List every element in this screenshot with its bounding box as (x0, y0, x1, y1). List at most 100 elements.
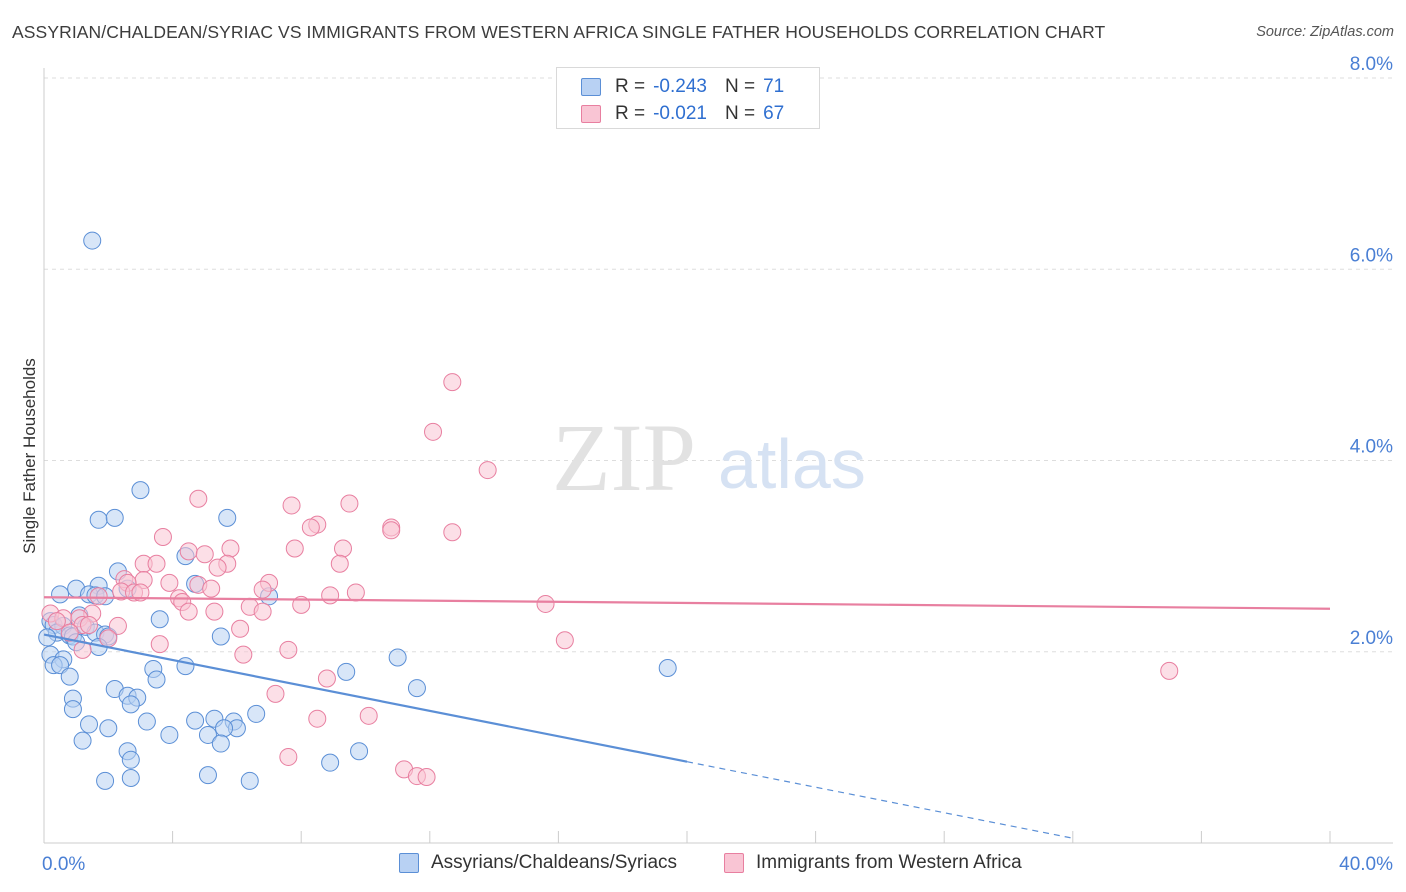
western-africa-point (346, 583, 365, 602)
assyrians-point (350, 742, 369, 761)
assyrians-point (63, 700, 82, 719)
x-tick-label-min: 0.0% (42, 854, 85, 875)
assyrians-point (96, 771, 115, 790)
western-africa-point (150, 635, 169, 654)
assyrians-point (407, 679, 426, 698)
western-africa-point (478, 461, 497, 480)
x-ticks (43, 831, 1331, 843)
assyrians-point (198, 725, 217, 744)
y-tick-label: 6.0% (1350, 245, 1393, 266)
assyrians-point (121, 750, 140, 769)
assyrians-point (176, 657, 195, 676)
legend-swatch-pink (724, 853, 744, 873)
western-africa-point (536, 594, 555, 613)
x-tick-label-max: 40.0% (1339, 854, 1393, 875)
legend-n-value: 67 (763, 103, 785, 124)
assyrians-point (83, 231, 102, 250)
legend-r-label: R = (615, 103, 646, 124)
legend-swatch-blue (581, 78, 601, 96)
assyrians-point (51, 656, 70, 675)
axes (43, 68, 1393, 844)
chart-source: Source: ZipAtlas.com (1256, 24, 1394, 40)
western-africa-point (382, 521, 401, 540)
western-africa-point (160, 573, 179, 592)
assyrians-point (198, 766, 217, 785)
western-africa-point (266, 684, 285, 703)
assyrians-point (147, 670, 166, 689)
assyrians-point (211, 627, 230, 646)
series-western-africa-points (41, 373, 1179, 787)
chart-title: ASSYRIAN/CHALDEAN/SYRIAC VS IMMIGRANTS F… (12, 22, 1106, 42)
western-africa-point (195, 545, 214, 564)
legend-item-western-africa[interactable]: Immigrants from Western Africa (724, 852, 1022, 874)
western-africa-point (279, 747, 298, 766)
y-tick-label: 4.0% (1350, 437, 1393, 458)
western-africa-point (131, 583, 150, 602)
western-africa-point (205, 602, 224, 621)
legend-item-assyrians[interactable]: Assyrians/Chaldeans/Syriacs (399, 852, 677, 874)
western-africa-point (555, 631, 574, 650)
legend-row-assyrians: R = -0.243 N = 71 (581, 75, 784, 99)
assyrians-point (337, 662, 356, 681)
western-africa-point (147, 554, 166, 573)
legend-swatch-blue (399, 853, 419, 873)
legend-n-value: 71 (763, 76, 785, 97)
assyrians-point (51, 585, 70, 604)
assyrians-trend-line (43, 633, 688, 763)
western-africa-point (359, 706, 378, 725)
western-africa-point (308, 709, 327, 728)
western-africa-point (1160, 661, 1179, 680)
western-africa-point (417, 768, 436, 787)
western-africa-point (285, 539, 304, 558)
assyrians-point (89, 510, 108, 529)
western-africa-point (89, 587, 108, 606)
western-africa-point (424, 422, 443, 441)
western-africa-point (317, 669, 336, 688)
series-legend: Assyrians/Chaldeans/Syriacs Immigrants f… (0, 852, 1406, 876)
legend-r-value: -0.243 (653, 76, 707, 97)
assyrians-point (388, 648, 407, 667)
western-africa-point (321, 586, 340, 605)
assyrians-point (121, 768, 140, 787)
legend-n-label: N = (724, 103, 756, 124)
assyrians-point (73, 731, 92, 750)
assyrians-point (131, 481, 150, 500)
assyrians-point (105, 508, 124, 527)
western-africa-point (301, 518, 320, 537)
western-africa-point (208, 558, 227, 577)
western-africa-point (330, 554, 349, 573)
western-africa-point (179, 602, 198, 621)
western-africa-point (60, 623, 79, 642)
assyrians-point (211, 734, 230, 753)
western-africa-point (234, 645, 253, 664)
assyrians-point (150, 610, 169, 629)
trend-lines (43, 596, 1331, 839)
assyrians-point (218, 508, 237, 527)
assyrians-point (137, 712, 156, 731)
western-africa-point (231, 619, 250, 638)
western-africa-point (279, 640, 298, 659)
watermark: ZIP atlas (552, 404, 866, 511)
western-africa-point (80, 615, 99, 634)
grid-lines (44, 77, 1393, 653)
western-africa-point (108, 616, 127, 635)
y-tick-label: 2.0% (1350, 628, 1393, 649)
legend-row-western-africa: R = -0.021 N = 67 (581, 102, 784, 126)
legend-label-assyrians: Assyrians/Chaldeans/Syriacs (431, 852, 678, 873)
correlation-legend: R = -0.243 N = 71 R = -0.021 N = 67 (556, 67, 820, 129)
western-africa-point (340, 494, 359, 513)
assyrians-point (321, 753, 340, 772)
watermark-zip: ZIP (552, 404, 696, 511)
western-africa-trend-line (43, 596, 1331, 610)
legend-label-western-africa: Immigrants from Western Africa (756, 852, 1022, 873)
y-tick-label: 8.0% (1350, 54, 1393, 75)
western-africa-point (333, 539, 352, 558)
western-africa-point (189, 489, 208, 508)
assyrians-point (99, 719, 118, 738)
western-africa-point (99, 629, 118, 648)
legend-r-label: R = (615, 76, 646, 97)
western-africa-point (179, 542, 198, 561)
assyrians-trend-extension (686, 761, 1073, 839)
western-africa-point (202, 579, 221, 598)
